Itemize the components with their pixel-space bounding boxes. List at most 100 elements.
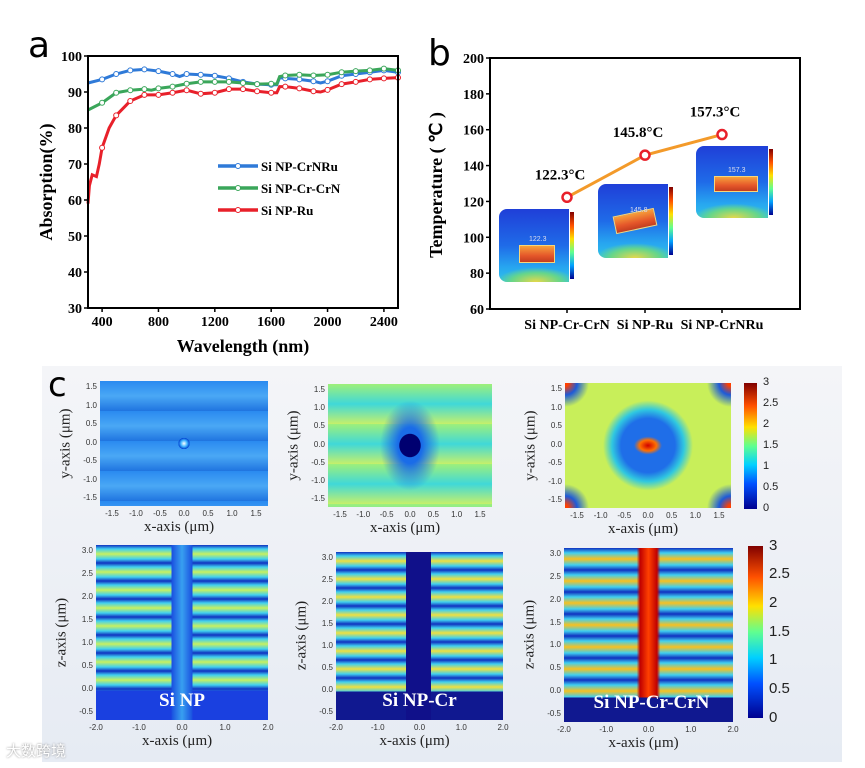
x-tick-label: 0.5	[202, 509, 214, 518]
data-point	[211, 72, 218, 79]
x-axis-label: x-axis (μm)	[370, 520, 441, 536]
y-tick-label: 60	[470, 303, 484, 318]
colorbar-tick-label: 0	[769, 708, 778, 726]
colorbar	[748, 546, 763, 718]
y-tick-label: 1.5	[313, 385, 325, 394]
sample-label: Si NP-Cr	[382, 690, 457, 711]
y-tick-label: 140	[463, 160, 484, 175]
y-tick-label: 0.5	[321, 663, 333, 672]
data-point	[324, 78, 331, 85]
data-point	[183, 71, 190, 77]
x-tick-label: -1.0	[593, 511, 608, 520]
x-tick-label: 400	[92, 315, 113, 330]
data-point	[155, 91, 162, 98]
xz-field-map-3	[564, 548, 733, 722]
y-tick-label: 0.0	[550, 439, 562, 449]
x-tick-label: Si NP-Cr-CrN	[524, 318, 609, 333]
y-tick-label: 30	[68, 302, 82, 317]
data-point	[211, 78, 218, 85]
x-tick-label: 1.0	[226, 509, 238, 518]
y-tick-label: 1.0	[321, 641, 333, 650]
data-point	[310, 88, 317, 95]
y-tick-label: 160	[463, 124, 484, 139]
y-axis-label: y-axis (μm)	[522, 409, 539, 481]
data-point	[352, 78, 359, 85]
thermal-image-3: 157.3	[696, 146, 780, 218]
x-tick-label: 2.0	[497, 723, 509, 732]
colorbar-tick-label: 1	[763, 459, 770, 472]
y-tick-label: 2.0	[81, 592, 93, 601]
absorption-chart: Si NP-CrNRu Si NP-Cr-CrN Si NP-Ru 30 40 50 60 7…	[36, 50, 401, 357]
y-tick-label: 0.0	[81, 684, 93, 693]
y-tick-label: 1.5	[85, 382, 97, 391]
data-point	[296, 71, 303, 78]
thermal-readout: 145.8	[630, 207, 648, 214]
y-tick-label: -1.0	[311, 475, 325, 485]
y-tick-label: 1.5	[321, 619, 333, 628]
xz-field-map-2	[336, 552, 503, 720]
y-tick-label: 0.5	[550, 421, 562, 430]
data-point	[197, 78, 204, 85]
y-tick-label: 1.0	[81, 638, 93, 647]
data-point	[99, 76, 106, 83]
data-point	[561, 191, 573, 204]
y-tick-label: 80	[68, 122, 82, 137]
x-tick-label: -0.5	[153, 509, 167, 518]
data-point	[268, 80, 275, 87]
x-tick-label: -1.5	[570, 511, 584, 520]
x-tick-label: 2.0	[727, 725, 739, 734]
y-tick-label: 2.5	[549, 571, 561, 581]
x-tick-label: 0.5	[427, 510, 439, 519]
colorbar-tick-label: 0.5	[763, 480, 779, 493]
colorbar-tick-label: 1.5	[769, 622, 790, 640]
x-tick-label: -1.0	[370, 723, 385, 732]
watermark: 大数跨境	[6, 742, 67, 760]
data-point	[99, 144, 106, 151]
data-point	[225, 86, 232, 93]
y-tick-label: 200	[463, 52, 484, 67]
data-point	[155, 68, 162, 75]
colorbar-tick-label: 1	[769, 651, 778, 669]
x-tick-label: 0.0	[176, 723, 188, 732]
x-axis-label: x-axis (μm)	[608, 521, 679, 537]
y-tick-label: -1.5	[548, 495, 562, 504]
y-tick-label: 0.5	[85, 419, 97, 428]
y-tick-label: 120	[463, 195, 484, 210]
field-distribution-panel: c 1.5 1.0 0.5 0.0 -0.5 -1.0 -1.5 -1.5 -1.0 -0.5 0.…	[42, 366, 842, 762]
data-point	[127, 98, 134, 104]
y-tick-label: 1.0	[549, 640, 561, 650]
data-point	[240, 86, 246, 93]
y-tick-label: -1.5	[83, 493, 97, 502]
xy-field-map-2	[328, 384, 492, 507]
colorbar-tick-label: 2	[763, 417, 770, 430]
colorbar-tick-label: 3	[769, 536, 778, 554]
data-point	[169, 83, 176, 90]
x-tick-label: 1.0	[219, 723, 231, 732]
x-tick-label: 2.0	[262, 723, 274, 732]
x-tick-label: Si NP-Ru	[617, 318, 674, 333]
x-tick-label: -1.5	[333, 510, 347, 519]
y-axis-label: y-axis (μm)	[285, 409, 302, 481]
data-point	[127, 87, 134, 94]
y-tick-label: 90	[68, 86, 82, 101]
data-point	[141, 91, 148, 98]
x-tick-label: -1.0	[132, 723, 146, 732]
x-axis-label: x-axis (μm)	[379, 733, 450, 749]
x-tick-label: 0.0	[404, 510, 416, 519]
x-tick-label: 1.0	[689, 511, 701, 520]
y-tick-label: 0.0	[549, 686, 561, 696]
data-label: 122.3°C	[535, 167, 586, 183]
y-tick-label: 3.0	[81, 546, 93, 555]
x-tick-label: -1.0	[599, 725, 614, 734]
x-tick-label: -1.0	[356, 510, 371, 519]
xy-field-map-1	[100, 381, 268, 506]
x-tick-label: -2.0	[89, 723, 103, 732]
x-tick-label: 0.5	[666, 511, 678, 520]
y-tick-label: -0.5	[547, 709, 561, 718]
legend-label: Si NP-Ru	[261, 203, 313, 218]
x-tick-label: 800	[148, 315, 169, 330]
sample-label: Si NP	[159, 690, 205, 711]
x-tick-label: 0.0	[178, 509, 190, 518]
data-point	[141, 66, 148, 73]
data-point	[169, 89, 176, 96]
